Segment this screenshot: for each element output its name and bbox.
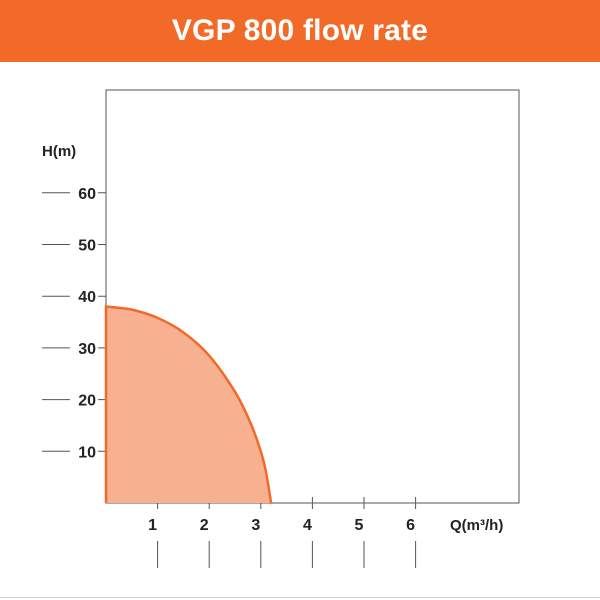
y-tick-label-bg — [70, 338, 98, 357]
y-tick-label-bg — [70, 287, 98, 306]
y-tick-label-bg — [70, 235, 98, 254]
y-tick-label: 30 — [78, 341, 96, 358]
y-tick-label-bg — [70, 442, 98, 461]
x-tick-label: 4 — [303, 517, 312, 534]
x-tick-label: 1 — [148, 517, 157, 534]
chart-title: VGP 800 flow rate — [171, 14, 429, 47]
x-tick-label: 2 — [200, 517, 209, 534]
y-tick-label-bg — [70, 183, 98, 202]
y-tick-label-bg — [70, 390, 98, 409]
series-curve — [104, 305, 273, 505]
x-axis-ticks: 1 2 3 4 5 6 — [148, 497, 417, 568]
y-axis-ticks: 10 20 30 40 50 60 — [42, 183, 106, 461]
y-tick-label: 60 — [78, 186, 96, 203]
x-axis-label: Q(m³/h) — [450, 517, 503, 534]
x-tick-label: 3 — [251, 517, 260, 534]
x-tick-label: 6 — [406, 517, 415, 534]
x-tick-label: 5 — [355, 517, 364, 534]
title-bar: VGP 800 flow rate — [0, 0, 600, 62]
bottom-divider — [0, 597, 600, 598]
y-tick-label: 40 — [78, 289, 96, 306]
y-tick-label: 10 — [78, 444, 96, 461]
y-tick-label: 20 — [78, 393, 96, 410]
y-axis-label: H(m) — [42, 143, 76, 160]
series-area — [106, 306, 272, 503]
y-tick-label: 50 — [78, 238, 96, 255]
